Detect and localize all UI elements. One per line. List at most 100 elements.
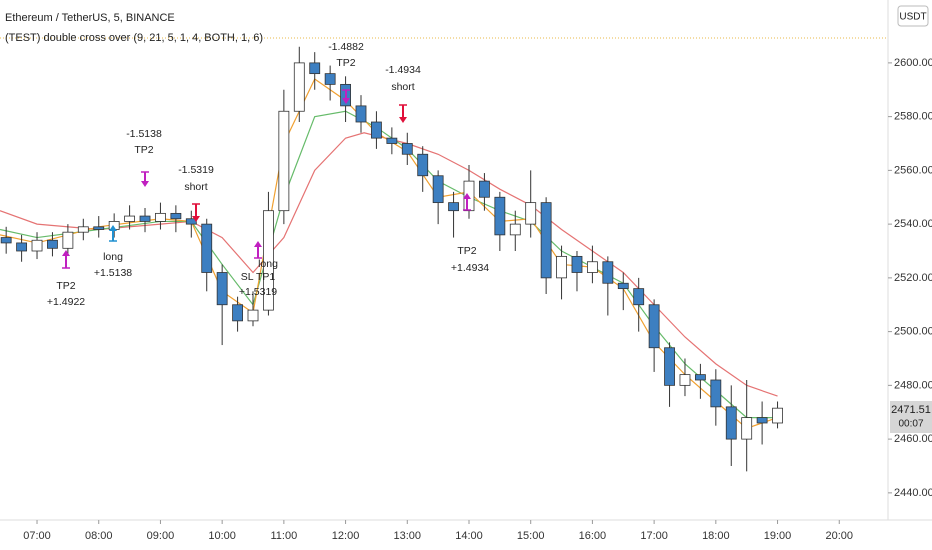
candle-body — [232, 304, 243, 322]
candle-body — [401, 143, 413, 155]
candle-body — [725, 406, 737, 440]
candle-body — [201, 223, 213, 273]
candle-body — [710, 379, 722, 408]
candle-body — [62, 231, 74, 249]
candle-body — [772, 407, 783, 424]
annotation: TP2 — [457, 245, 476, 257]
annotation: long — [103, 251, 123, 263]
price-axis — [888, 0, 932, 550]
candle-body — [432, 175, 444, 204]
candle-body — [756, 417, 768, 424]
x-tick-label: 14:00 — [455, 530, 483, 542]
candle-body — [216, 272, 228, 306]
candle-body — [93, 226, 105, 230]
candle-body — [355, 105, 367, 123]
annotation: TP2 — [56, 280, 75, 292]
candle-body — [278, 110, 290, 212]
y-tick-label: 2480.00 — [894, 379, 932, 391]
x-tick-label: 18:00 — [702, 530, 730, 542]
x-tick-label: 17:00 — [640, 530, 668, 542]
candle-body — [540, 202, 552, 279]
annotation: long — [258, 258, 278, 270]
candle-body — [124, 215, 136, 222]
candle-body — [31, 239, 43, 252]
last-price: 2471.51 — [891, 404, 931, 416]
candle-body — [371, 121, 382, 139]
ema-line — [0, 132, 778, 397]
candle-body — [479, 180, 490, 198]
signal-arrow-head — [463, 193, 471, 199]
candle-body — [139, 215, 151, 222]
candle-body — [0, 237, 12, 244]
annotation: short — [391, 81, 414, 93]
candle-body — [664, 347, 675, 386]
x-tick-label: 13:00 — [394, 530, 422, 542]
candle-body — [77, 226, 89, 233]
y-tick-label: 2580.00 — [894, 111, 932, 123]
candle-body — [602, 261, 614, 284]
y-tick-label: 2520.00 — [894, 272, 932, 284]
candle-body — [155, 212, 166, 222]
candle-body — [293, 62, 305, 112]
y-tick-label: 2440.00 — [894, 487, 932, 499]
candle-body — [324, 73, 336, 85]
signal-arrow-head — [62, 250, 70, 256]
x-tick-label: 16:00 — [579, 530, 607, 542]
annotation: -1.5138 — [126, 128, 162, 140]
candle-body — [509, 223, 521, 236]
x-tick-label: 12:00 — [332, 530, 360, 542]
candle-body — [571, 255, 583, 273]
candle-body — [586, 261, 598, 273]
x-tick-label: 07:00 — [23, 530, 51, 542]
signal-arrow-head — [342, 98, 350, 104]
candle-body — [386, 137, 398, 144]
candle-body — [617, 282, 629, 290]
signal-arrow-head — [254, 241, 262, 247]
y-tick-label: 2500.00 — [894, 326, 932, 338]
candle-body — [417, 153, 429, 177]
x-tick-label: 10:00 — [208, 530, 236, 542]
annotation: -1.5319 — [178, 164, 214, 176]
annotation: -1.4934 — [385, 64, 421, 76]
annotation: +1.4934 — [451, 262, 489, 274]
annotation: TP2 — [134, 144, 153, 156]
indicator-label: (TEST) double cross over (9, 21, 5, 1, 4… — [5, 32, 263, 44]
candle-body — [47, 239, 58, 249]
candle-body — [494, 196, 506, 236]
annotation: +1.5138 — [94, 267, 132, 279]
x-tick-label: 20:00 — [825, 530, 853, 542]
candle-body — [263, 210, 274, 311]
candle-body — [247, 309, 259, 322]
x-tick-label: 08:00 — [85, 530, 113, 542]
candle-body — [556, 255, 567, 279]
chart-title: Ethereum / TetherUS, 5, BINANCE — [5, 12, 175, 24]
currency: USDT — [899, 12, 926, 23]
ema-line — [0, 110, 778, 419]
annotation: SL TP1 — [241, 271, 276, 283]
candle-body — [679, 374, 691, 386]
y-tick-label: 2560.00 — [894, 164, 932, 176]
last-price-box — [890, 401, 932, 433]
y-tick-label: 2540.00 — [894, 218, 932, 230]
currency-badge[interactable] — [897, 5, 929, 27]
signal-arrow-head — [192, 216, 200, 222]
candle-body — [648, 304, 660, 349]
candle-body — [309, 62, 321, 75]
candle-body — [170, 212, 182, 220]
candle-body — [694, 374, 706, 381]
x-tick-label: 19:00 — [764, 530, 792, 542]
candle-body — [741, 417, 753, 440]
y-tick-label: 2600.00 — [894, 57, 932, 69]
x-tick-label: 09:00 — [147, 530, 175, 542]
annotation: TP2 — [336, 57, 355, 69]
annotation: +1.4922 — [47, 296, 85, 308]
signal-arrow-head — [141, 181, 149, 187]
signal-arrow-head — [399, 117, 407, 123]
candle-body — [633, 288, 645, 306]
x-tick-label: 11:00 — [271, 530, 298, 542]
x-tick-label: 15:00 — [517, 530, 545, 542]
candle-body — [16, 242, 28, 252]
y-tick-label: 2460.00 — [894, 433, 932, 445]
